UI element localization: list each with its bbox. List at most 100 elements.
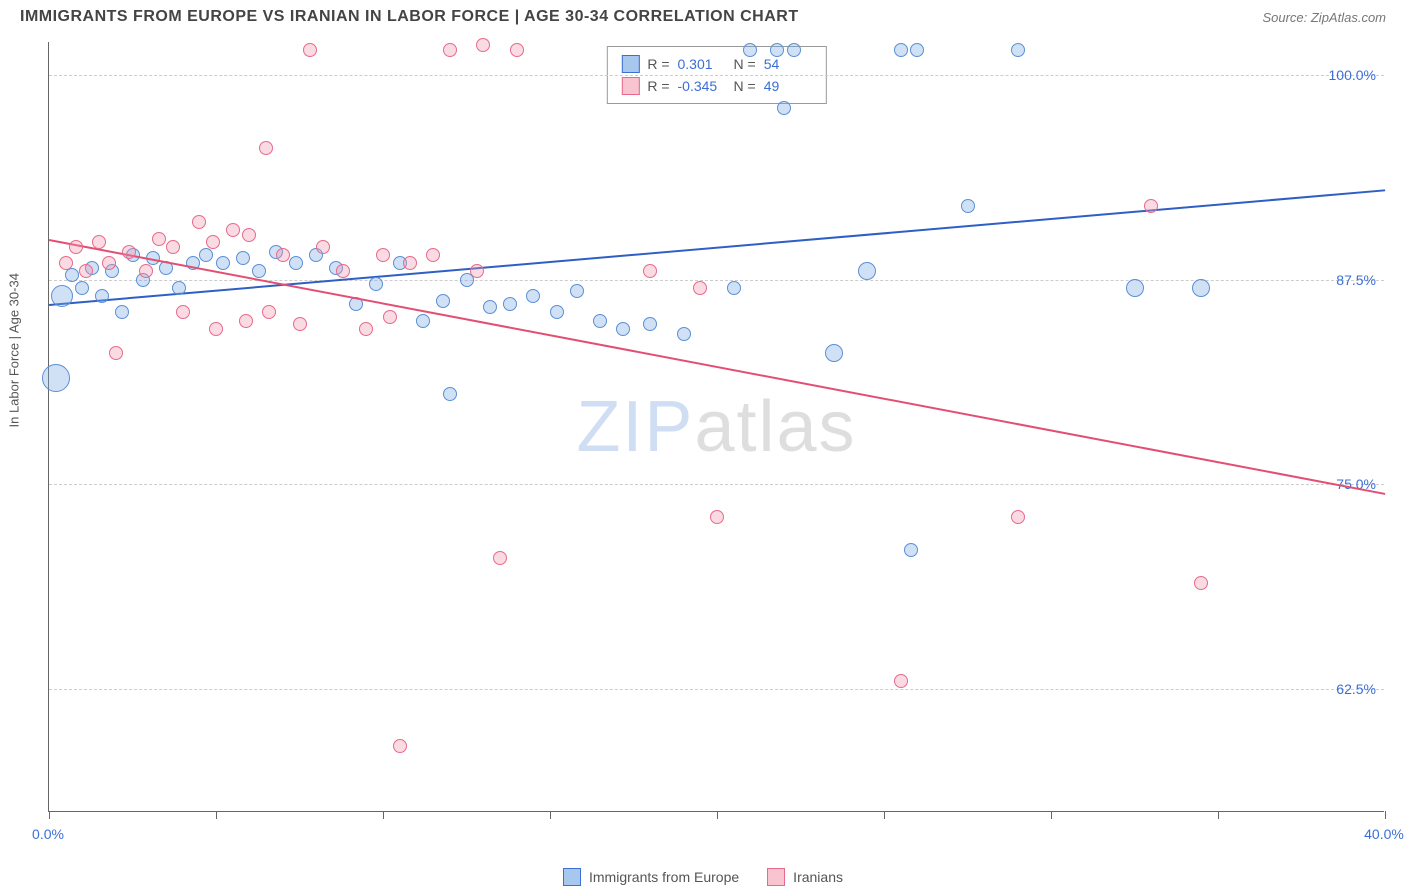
data-point: [115, 305, 129, 319]
series-legend: Immigrants from Europe Iranians: [563, 868, 843, 886]
data-point: [172, 281, 186, 295]
data-point: [262, 305, 276, 319]
data-point: [825, 344, 843, 362]
data-point: [383, 310, 397, 324]
data-point: [616, 322, 630, 336]
data-point: [493, 551, 507, 565]
data-point: [570, 284, 584, 298]
n-value: 54: [764, 53, 812, 75]
data-point: [293, 317, 307, 331]
data-point: [910, 43, 924, 57]
data-point: [476, 38, 490, 52]
data-point: [710, 510, 724, 524]
data-point: [643, 317, 657, 331]
legend-swatch: [563, 868, 581, 886]
data-point: [961, 199, 975, 213]
data-point: [209, 322, 223, 336]
data-point: [1011, 43, 1025, 57]
legend-row: R = -0.345 N = 49: [621, 75, 811, 97]
data-point: [787, 43, 801, 57]
data-point: [226, 223, 240, 237]
chart-plot-area: ZIPatlas R = 0.301 N = 54 R = -0.345 N =…: [48, 42, 1384, 812]
data-point: [176, 305, 190, 319]
header: IMMIGRANTS FROM EUROPE VS IRANIAN IN LAB…: [0, 0, 1406, 32]
data-point: [239, 314, 253, 328]
data-point: [693, 281, 707, 295]
gridline: [49, 280, 1384, 281]
data-point: [289, 256, 303, 270]
legend-item: Iranians: [767, 868, 843, 886]
legend-row: R = 0.301 N = 54: [621, 53, 811, 75]
data-point: [677, 327, 691, 341]
data-point: [904, 543, 918, 557]
x-tick: [1051, 811, 1052, 819]
x-tick-label: 40.0%: [1364, 826, 1404, 842]
data-point: [894, 43, 908, 57]
data-point: [199, 248, 213, 262]
data-point: [858, 262, 876, 280]
data-point: [426, 248, 440, 262]
watermark: ZIPatlas: [576, 386, 856, 468]
data-point: [470, 264, 484, 278]
data-point: [359, 322, 373, 336]
trend-line: [49, 239, 1385, 495]
data-point: [770, 43, 784, 57]
data-point: [109, 346, 123, 360]
legend-label: Immigrants from Europe: [589, 869, 739, 885]
data-point: [122, 245, 136, 259]
r-label: R =: [647, 53, 669, 75]
data-point: [443, 43, 457, 57]
r-value: -0.345: [678, 75, 726, 97]
data-point: [75, 281, 89, 295]
data-point: [643, 264, 657, 278]
data-point: [59, 256, 73, 270]
trend-line: [49, 189, 1385, 306]
data-point: [92, 235, 106, 249]
data-point: [503, 297, 517, 311]
data-point: [216, 256, 230, 270]
x-tick: [383, 811, 384, 819]
data-point: [550, 305, 564, 319]
legend-label: Iranians: [793, 869, 843, 885]
x-tick: [717, 811, 718, 819]
x-tick-label: 0.0%: [32, 826, 64, 842]
y-tick-label: 100.0%: [1329, 67, 1376, 83]
data-point: [1194, 576, 1208, 590]
data-point: [252, 264, 266, 278]
data-point: [79, 264, 93, 278]
chart-title: IMMIGRANTS FROM EUROPE VS IRANIAN IN LAB…: [20, 8, 799, 26]
data-point: [1011, 510, 1025, 524]
r-label: R =: [647, 75, 669, 97]
data-point: [416, 314, 430, 328]
gridline: [49, 75, 1384, 76]
data-point: [236, 251, 250, 265]
data-point: [376, 248, 390, 262]
x-tick: [1218, 811, 1219, 819]
data-point: [1144, 199, 1158, 213]
x-tick: [216, 811, 217, 819]
source-attribution: Source: ZipAtlas.com: [1262, 10, 1386, 25]
data-point: [483, 300, 497, 314]
y-tick-label: 62.5%: [1336, 681, 1376, 697]
data-point: [95, 289, 109, 303]
data-point: [443, 387, 457, 401]
x-tick: [884, 811, 885, 819]
gridline: [49, 484, 1384, 485]
data-point: [42, 364, 70, 392]
y-tick-label: 87.5%: [1336, 272, 1376, 288]
data-point: [303, 43, 317, 57]
r-value: 0.301: [678, 53, 726, 75]
data-point: [102, 256, 116, 270]
legend-item: Immigrants from Europe: [563, 868, 739, 886]
data-point: [336, 264, 350, 278]
data-point: [152, 232, 166, 246]
data-point: [166, 240, 180, 254]
x-tick: [49, 811, 50, 819]
data-point: [743, 43, 757, 57]
gridline: [49, 689, 1384, 690]
legend-swatch: [621, 55, 639, 73]
data-point: [276, 248, 290, 262]
x-tick: [550, 811, 551, 819]
data-point: [369, 277, 383, 291]
y-axis-label: In Labor Force | Age 30-34: [7, 273, 22, 427]
